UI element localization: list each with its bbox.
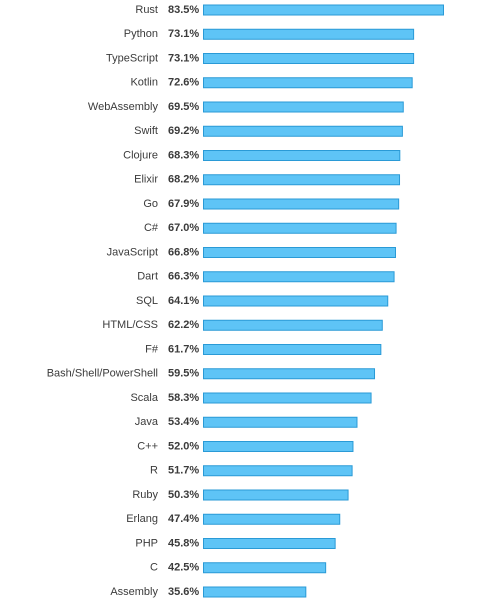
value-label: 66.3% — [168, 271, 199, 283]
category-label: TypeScript — [106, 52, 158, 64]
value-label: 51.7% — [168, 465, 199, 477]
bar — [203, 4, 444, 16]
value-label: 52.0% — [168, 440, 199, 452]
value-label: 58.3% — [168, 392, 199, 404]
bar — [203, 295, 389, 307]
value-label: 72.6% — [168, 77, 199, 89]
category-label: Elixir — [134, 174, 158, 186]
bar — [203, 174, 401, 186]
bar — [203, 344, 382, 355]
category-label: F# — [145, 343, 159, 355]
category-label: Swift — [134, 125, 158, 137]
value-label: 62.2% — [168, 319, 199, 331]
value-label: 68.2% — [168, 174, 199, 186]
category-label: SQL — [136, 295, 158, 307]
bar — [203, 538, 336, 549]
bar — [203, 489, 349, 501]
value-label: 50.3% — [168, 489, 199, 501]
value-label: 69.5% — [168, 101, 199, 113]
category-label: Clojure — [123, 149, 158, 161]
value-label: 73.1% — [168, 28, 199, 40]
value-label: 69.2% — [168, 125, 199, 137]
category-label: HTML/CSS — [102, 319, 158, 331]
bar — [203, 198, 400, 210]
bar — [203, 586, 307, 598]
category-label: Python — [124, 28, 158, 40]
category-label: Assembly — [110, 586, 158, 598]
value-label: 67.9% — [168, 198, 199, 210]
bar — [203, 441, 354, 452]
bar — [203, 319, 383, 331]
value-label: 45.8% — [168, 537, 199, 549]
value-label: 66.8% — [168, 246, 199, 258]
value-label: 73.1% — [168, 52, 199, 64]
category-label: Bash/Shell/PowerShell — [47, 368, 158, 380]
category-label: Rust — [135, 4, 158, 16]
bar — [203, 416, 358, 428]
bar — [203, 125, 403, 137]
category-label: Kotlin — [130, 77, 158, 89]
bar — [203, 513, 341, 525]
value-label: 53.4% — [168, 416, 199, 428]
category-label: C++ — [137, 440, 158, 452]
bar — [203, 150, 401, 161]
bar — [203, 392, 372, 404]
category-label: Go — [143, 198, 158, 210]
bar — [203, 368, 376, 380]
category-label: Ruby — [132, 489, 158, 501]
value-label: 61.7% — [168, 343, 199, 355]
bar — [203, 53, 415, 64]
category-label: C# — [144, 222, 159, 234]
value-label: 68.3% — [168, 149, 199, 161]
value-label: 47.4% — [168, 513, 199, 525]
value-label: 83.5% — [168, 4, 199, 16]
category-label: R — [150, 465, 158, 477]
value-label: 42.5% — [168, 562, 199, 574]
category-label: Erlang — [126, 513, 158, 525]
category-label: PHP — [135, 537, 158, 549]
value-label: 67.0% — [168, 222, 199, 234]
bar — [203, 28, 415, 40]
category-label: WebAssembly — [88, 101, 159, 113]
bar — [203, 77, 413, 89]
value-label: 35.6% — [168, 586, 199, 598]
bar — [203, 562, 327, 574]
bar — [203, 222, 397, 234]
category-label: Dart — [137, 271, 158, 283]
category-label: JavaScript — [107, 246, 158, 258]
category-label: C — [150, 562, 158, 574]
bar — [203, 247, 396, 258]
bar — [203, 271, 395, 283]
value-label: 64.1% — [168, 295, 199, 307]
category-label: Java — [135, 416, 159, 428]
category-label: Scala — [130, 392, 158, 404]
value-label: 59.5% — [168, 368, 199, 380]
bar — [203, 101, 404, 113]
bar — [203, 465, 353, 477]
